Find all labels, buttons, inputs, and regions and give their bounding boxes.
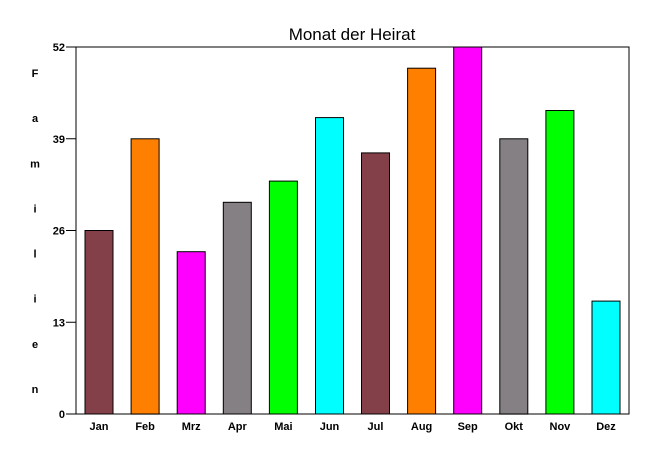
y-tick-label: 0 — [59, 409, 65, 421]
y-axis-label-letter: n — [32, 384, 39, 396]
x-tick-label: Feb — [135, 421, 155, 433]
bar-apr — [222, 201, 252, 415]
y-tick-label: 39 — [53, 134, 65, 146]
x-tick-label: Jan — [90, 421, 109, 433]
bar-jun — [315, 117, 344, 415]
x-tick-label: Aug — [411, 421, 432, 433]
y-axis-label-letter: F — [32, 68, 39, 80]
bar-jul — [361, 152, 390, 415]
bar-feb — [130, 138, 160, 415]
bar-sep — [453, 46, 483, 415]
x-tick-label: Dez — [596, 421, 616, 433]
x-axis-ticks: Jan Feb Mrz Apr Mai Jun Jul Aug Sep Okt Nov Dez — [90, 421, 617, 433]
y-axis-label-letter: a — [32, 113, 39, 125]
x-tick-label: Mai — [274, 421, 292, 433]
bar-mrz — [176, 251, 206, 415]
x-tick-label: Mrz — [182, 421, 201, 433]
bar-nov — [545, 110, 575, 415]
x-tick-label: Okt — [505, 421, 524, 433]
y-axis-label: Fa m i l i e n — [30, 68, 40, 396]
x-tick-label: Sep — [458, 421, 478, 433]
bar-jan — [84, 230, 114, 415]
y-axis-label-letter: i — [33, 203, 36, 215]
y-tick-label: 52 — [53, 42, 65, 54]
y-axis-label-letter: l — [33, 249, 36, 261]
chart-title: Monat der Heirat — [289, 25, 416, 44]
y-tick-label: 26 — [53, 226, 65, 238]
bar-mai — [268, 180, 298, 415]
y-axis-ticks: 0 13 26 39 52 — [53, 42, 76, 421]
y-tick-label: 13 — [53, 317, 65, 329]
y-axis-label-letter: m — [30, 158, 40, 170]
y-axis-label-letter: e — [32, 339, 38, 351]
bars — [84, 46, 621, 415]
bar-aug — [407, 67, 437, 415]
y-axis-label-letter: i — [33, 294, 36, 306]
x-tick-label: Apr — [228, 421, 248, 433]
bar-dez — [591, 300, 621, 415]
x-tick-label: Jul — [368, 421, 384, 433]
bar-okt — [499, 138, 529, 415]
x-tick-label: Nov — [550, 421, 572, 433]
x-tick-label: Jun — [320, 421, 340, 433]
